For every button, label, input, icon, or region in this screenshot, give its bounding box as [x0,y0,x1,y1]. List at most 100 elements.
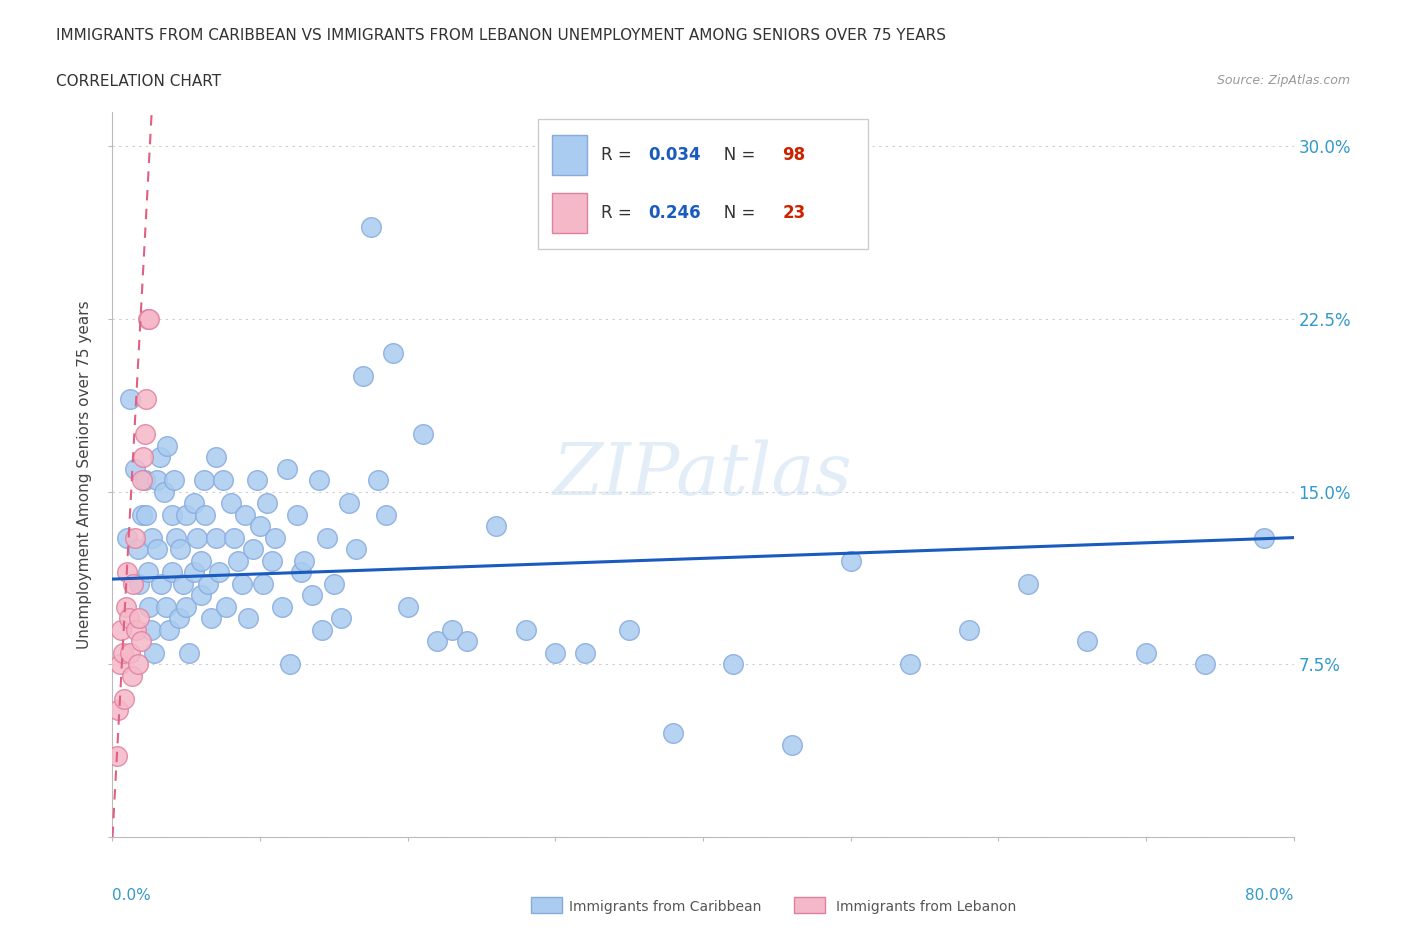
Point [160,565,183,579]
Text: Immigrants from Lebanon: Immigrants from Lebanon [801,899,1017,914]
Point [205,530,228,545]
Point [957,622,980,637]
Point [544,645,567,660]
Point [249,519,271,534]
Text: 23: 23 [782,204,806,222]
Bar [537,119,869,249]
Point [485,519,508,534]
Point [396,599,419,614]
Point [330,611,353,626]
Point [839,553,862,568]
Point [898,657,921,671]
Point [125,622,148,637]
Point [120,392,142,407]
Point [149,449,172,464]
Point [301,588,323,603]
Text: R =: R = [602,146,637,165]
Point [127,541,149,556]
Point [352,369,374,384]
Point [134,427,156,442]
Point [246,472,269,487]
Point [142,645,165,660]
Point [132,449,155,464]
Point [515,622,537,637]
Point [128,611,150,626]
Text: 80.0%: 80.0% [1246,888,1294,903]
Bar [551,136,588,176]
Point [105,749,128,764]
Point [1135,645,1157,660]
Point [374,507,396,522]
Point [411,427,433,442]
Point [619,622,641,637]
Text: IMMIGRANTS FROM CARIBBEAN VS IMMIGRANTS FROM LEBANON UNEMPLOYMENT AMONG SENIORS : IMMIGRANTS FROM CARIBBEAN VS IMMIGRANTS … [56,28,946,43]
Point [131,472,153,487]
Point [135,507,157,522]
Point [165,530,187,545]
Point [292,553,315,568]
Point [1253,530,1275,545]
Point [315,530,337,545]
Text: 0.0%: 0.0% [112,888,152,903]
Point [252,577,274,591]
Text: R =: R = [602,204,637,222]
Text: CORRELATION CHART: CORRELATION CHART [56,74,221,89]
Point [233,507,256,522]
Point [271,599,294,614]
Point [108,657,131,671]
Point [260,553,283,568]
Point [114,599,136,614]
Point [1076,634,1098,649]
Point [1017,577,1039,591]
Point [190,588,212,603]
Text: N =: N = [707,146,761,165]
Point [323,577,346,591]
Point [134,472,156,487]
Point [183,496,205,511]
Point [367,472,389,487]
Point [107,703,129,718]
Text: Source: ZipAtlas.com: Source: ZipAtlas.com [1216,74,1350,87]
Point [160,507,183,522]
Point [1194,657,1216,671]
Point [190,553,212,568]
Text: ZIPatlas: ZIPatlas [553,439,853,510]
Point [135,392,157,407]
Text: Immigrants from Caribbean: Immigrants from Caribbean [534,899,762,914]
Point [215,599,238,614]
Point [256,496,278,511]
Point [172,577,194,591]
Point [136,565,159,579]
Point [441,622,464,637]
Point [120,645,142,660]
Point [117,565,138,579]
Point [212,472,235,487]
Point [155,599,177,614]
Point [426,634,449,649]
Point [121,669,143,684]
Point [238,611,260,626]
Point [146,472,169,487]
Point [242,541,264,556]
Point [110,622,132,637]
Point [129,634,152,649]
Point [138,599,160,614]
Point [360,219,382,234]
Point [139,622,162,637]
Point [169,541,191,556]
Point [131,507,153,522]
Point [197,577,219,591]
Point [264,530,287,545]
Point [276,461,298,476]
Point [574,645,596,660]
Point [186,530,208,545]
Point [146,541,169,556]
Text: 0.246: 0.246 [648,204,702,222]
Text: N =: N = [707,204,761,222]
Point [167,611,190,626]
Point [311,622,333,637]
Point [456,634,478,649]
Point [308,472,330,487]
Text: 98: 98 [782,146,806,165]
Point [122,577,145,591]
